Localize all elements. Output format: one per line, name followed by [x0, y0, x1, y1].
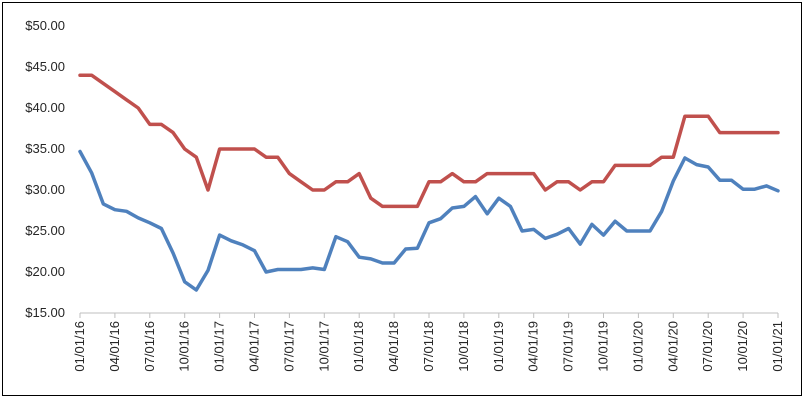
chart-frame — [2, 2, 802, 396]
x-tick-label: 07/01/20 — [700, 321, 715, 372]
x-axis-ticks: 01/01/16 04/01/16 07/01/16 10/01/16 01/01/17… — [72, 313, 785, 372]
x-tick-label: 04/01/18 — [386, 321, 401, 372]
y-tick-label: $20.00 — [25, 264, 65, 279]
x-tick-label: 01/01/17 — [212, 321, 227, 372]
y-tick-label: $45.00 — [25, 59, 65, 74]
y-tick-label: $35.00 — [25, 141, 65, 156]
x-tick-label: 04/01/17 — [247, 321, 262, 372]
x-tick-label: 10/01/18 — [456, 321, 471, 372]
x-tick-label: 04/01/19 — [526, 321, 541, 372]
x-tick-label: 01/01/18 — [351, 321, 366, 372]
series-lines — [78, 73, 780, 292]
y-axis-ticks: $15.00 $20.00 $25.00 $30.00 $35.00 $40.00 $45.… — [25, 18, 65, 320]
x-tick-label: 04/01/16 — [107, 321, 122, 372]
x-tick-label: 10/01/17 — [316, 321, 331, 372]
series-line-1 — [78, 73, 780, 209]
y-tick-label: $50.00 — [25, 18, 65, 33]
x-tick-label: 01/01/20 — [630, 321, 645, 372]
x-tick-label: 07/01/19 — [561, 321, 576, 372]
x-tick-label: 07/01/16 — [142, 321, 157, 372]
x-tick-label: 01/01/16 — [72, 321, 87, 372]
x-tick-label: 01/01/19 — [491, 321, 506, 372]
x-tick-label: 01/01/21 — [770, 321, 785, 372]
x-tick-label: 10/01/20 — [735, 321, 750, 372]
y-tick-label: $15.00 — [25, 305, 65, 320]
y-tick-label: $30.00 — [25, 182, 65, 197]
x-tick-label: 07/01/17 — [281, 321, 296, 372]
y-tick-label: $40.00 — [25, 100, 65, 115]
x-tick-label: 10/01/16 — [177, 321, 192, 372]
series-line-2 — [78, 149, 780, 292]
x-tick-label: 04/01/20 — [665, 321, 680, 372]
y-tick-label: $25.00 — [25, 223, 65, 238]
x-tick-label: 07/01/18 — [421, 321, 436, 372]
x-tick-label: 10/01/19 — [596, 321, 611, 372]
